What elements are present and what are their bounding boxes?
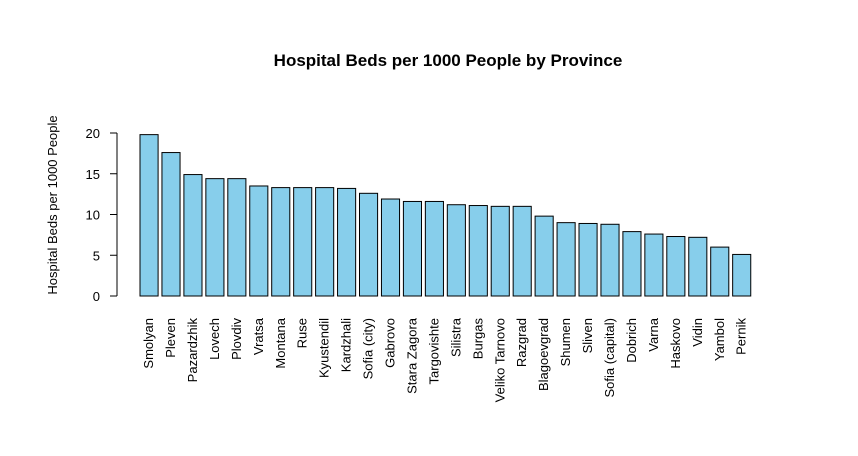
bar	[402, 200, 422, 297]
category-label: Smolyan	[141, 318, 156, 369]
bar	[249, 185, 269, 297]
category-label: Sofia (city)	[361, 318, 376, 379]
bar	[271, 187, 291, 297]
bar	[512, 205, 532, 297]
y-tick-label: 5	[93, 248, 100, 263]
bar	[622, 231, 642, 297]
bar	[446, 204, 466, 297]
bar	[161, 152, 181, 297]
bar	[380, 198, 401, 297]
category-label: Blagoevgrad	[536, 318, 551, 391]
bar	[666, 236, 686, 297]
category-label: Vidin	[690, 318, 705, 347]
category-label: Razgrad	[514, 318, 529, 367]
bar	[468, 205, 488, 297]
bars-group	[139, 134, 752, 297]
bar	[315, 187, 335, 297]
y-axis: 0 5 10 15 20	[86, 126, 118, 304]
category-label: Silistra	[448, 317, 463, 357]
bar	[710, 246, 730, 297]
category-label: Yambol	[712, 318, 727, 361]
category-label: Plovdiv	[229, 318, 244, 360]
category-label: Varna	[646, 317, 661, 351]
category-labels: Smolyan Pleven Pazardzhik Lovech Plovdiv Vrat…	[141, 317, 749, 402]
bar	[600, 223, 620, 297]
category-label: Gabrovo	[383, 318, 398, 368]
bar	[205, 178, 225, 297]
bar	[293, 187, 313, 297]
category-label: Ruse	[295, 318, 310, 348]
category-label: Veliko Tarnovo	[492, 318, 507, 402]
category-label: Kyustendil	[317, 318, 332, 378]
bar	[732, 253, 752, 297]
category-label: Pazardzhik	[185, 318, 200, 383]
bar	[644, 233, 664, 297]
category-label: Targovishte	[426, 318, 441, 384]
bar	[490, 205, 510, 297]
y-tick-label: 10	[86, 208, 100, 223]
category-label: Dobrich	[624, 318, 639, 363]
bar	[337, 187, 357, 297]
bar	[424, 200, 444, 297]
category-label: Montana	[273, 317, 288, 368]
bar	[556, 222, 576, 297]
bar	[578, 222, 598, 297]
category-label: Sofia (capital)	[602, 318, 617, 397]
category-label: Burgas	[470, 318, 485, 360]
y-axis-label: Hospital Beds per 1000 People	[45, 115, 60, 294]
category-label: Vratsa	[251, 317, 266, 355]
category-label: Stara Zagora	[404, 317, 419, 394]
category-label: Haskovo	[668, 318, 683, 369]
category-label: Sliven	[580, 318, 595, 353]
bar	[534, 215, 554, 297]
chart-title: Hospital Beds per 1000 People by Provinc…	[274, 51, 623, 70]
y-tick-label: 0	[93, 289, 100, 304]
y-tick-label: 20	[86, 126, 100, 141]
category-label: Kardzhali	[339, 318, 354, 372]
bar	[227, 178, 247, 297]
bar	[183, 174, 203, 297]
category-label: Lovech	[207, 318, 222, 360]
y-tick-label: 15	[86, 167, 100, 182]
bar	[688, 236, 708, 297]
category-label: Shumen	[558, 318, 573, 366]
category-label: Pleven	[163, 318, 178, 358]
bar	[359, 192, 379, 297]
bar	[139, 134, 159, 297]
category-label: Pernik	[734, 318, 749, 355]
